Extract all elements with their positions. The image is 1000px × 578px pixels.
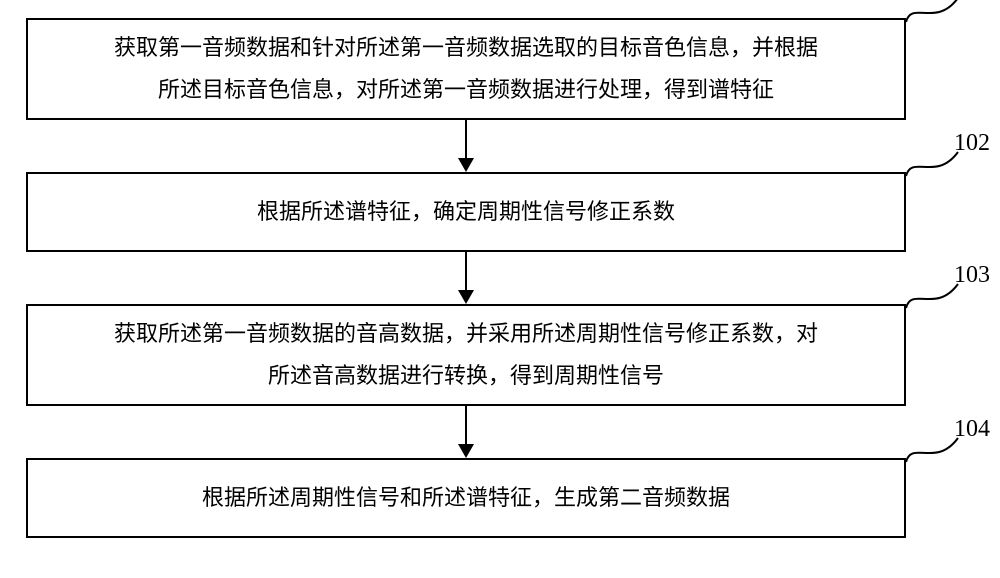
arrow-head-icon bbox=[458, 290, 474, 304]
arrow-line bbox=[465, 252, 467, 290]
arrow-line bbox=[465, 406, 467, 444]
step-number-label: 104 bbox=[954, 416, 990, 443]
callout-curve bbox=[0, 0, 1000, 578]
arrow-line bbox=[465, 120, 467, 158]
arrow-head-icon bbox=[458, 158, 474, 172]
arrow-head-icon bbox=[458, 444, 474, 458]
flowchart-canvas: 获取第一音频数据和针对所述第一音频数据选取的目标音色信息，并根据 所述目标音色信… bbox=[0, 0, 1000, 578]
